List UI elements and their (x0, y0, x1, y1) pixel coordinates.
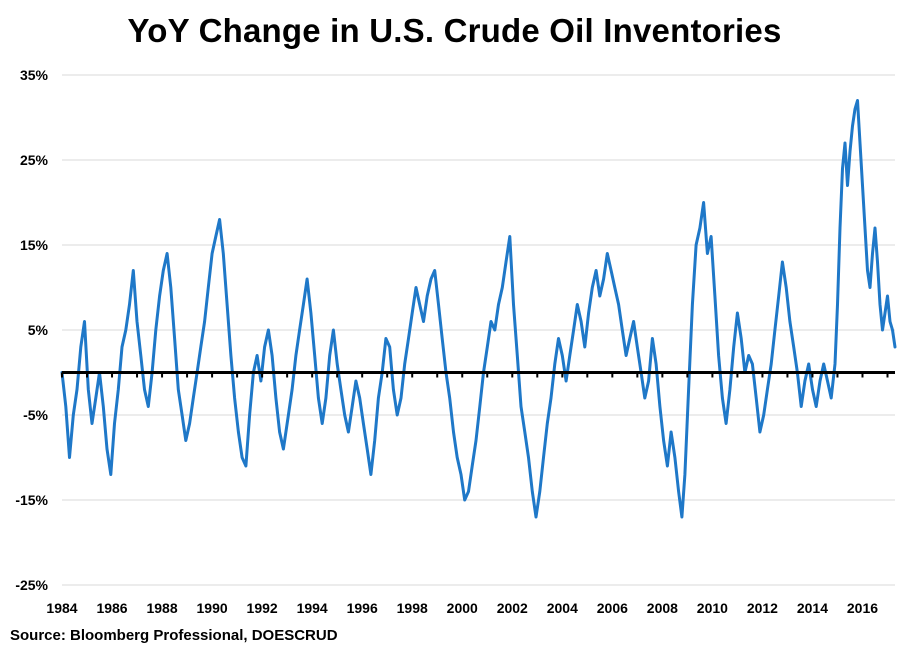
x-tick-label: 1984 (46, 600, 77, 616)
x-tick-label: 2004 (547, 600, 578, 616)
x-tick-label: 1992 (247, 600, 278, 616)
x-tick-label: 2000 (447, 600, 478, 616)
y-tick-label: -15% (15, 492, 48, 508)
x-tick-label: 1986 (96, 600, 127, 616)
x-tick-label: 1996 (347, 600, 378, 616)
y-tick-label: 15% (20, 237, 49, 253)
zero-line-group (61, 371, 895, 378)
x-axis-tick-labels: 1984 1986 1988 1990 1992 1994 1996 1998 2000 2002… (46, 600, 878, 616)
y-tick-label: -5% (23, 407, 48, 423)
x-tick-label: 2016 (847, 600, 878, 616)
y-tick-label: 25% (20, 152, 49, 168)
y-tick-label: 5% (28, 322, 49, 338)
x-tick-label: 2008 (647, 600, 678, 616)
series-group (60, 99, 897, 519)
x-tick-label: 2010 (697, 600, 728, 616)
series-line (60, 99, 897, 519)
x-tick-label: 1988 (146, 600, 177, 616)
x-tick-label: 2006 (597, 600, 628, 616)
y-tick-label: -25% (15, 577, 48, 593)
y-tick-label: 35% (20, 67, 49, 83)
x-tick-label: 2002 (497, 600, 528, 616)
y-axis-tick-labels: 35% 25% 15% 5% -5% -15% -25% (15, 67, 48, 593)
x-tick-label: 1994 (297, 600, 328, 616)
gridlines (62, 74, 895, 586)
chart-title: YoY Change in U.S. Crude Oil Inventories (127, 12, 782, 49)
x-tick-label: 2012 (747, 600, 778, 616)
source-note: Source: Bloomberg Professional, DOESCRUD (10, 627, 338, 644)
x-tick-label: 2014 (797, 600, 828, 616)
x-tick-label: 1998 (397, 600, 428, 616)
x-tick-label: 1990 (197, 600, 228, 616)
